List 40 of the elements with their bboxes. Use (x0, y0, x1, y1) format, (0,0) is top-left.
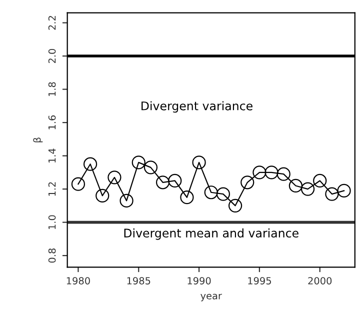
x-tick-label: 1980 (66, 277, 90, 284)
point (300, 182, 315, 196)
point (156, 176, 170, 190)
point (313, 174, 327, 188)
y-tick-label: 1.6 (48, 115, 56, 130)
point (325, 187, 339, 201)
x-axis-title: year (200, 294, 222, 302)
y-tick-label: 2.2 (48, 16, 56, 30)
point (288, 178, 302, 193)
y-tick-label: 1.0 (48, 215, 56, 229)
point (144, 160, 158, 174)
point (168, 174, 182, 188)
x-tick-label: 1985 (127, 277, 150, 284)
y-tick-label: 1.8 (48, 82, 56, 96)
x-tick-label: 2000 (308, 277, 332, 284)
y-tick-label: 1.2 (48, 182, 56, 196)
point (228, 198, 242, 212)
point (71, 177, 86, 191)
point (120, 194, 134, 208)
y-tick-label: 1.4 (48, 148, 56, 162)
point (252, 166, 266, 180)
point (216, 187, 230, 201)
x-tick-label: 1990 (188, 277, 211, 284)
y-axis-title: β (33, 138, 43, 142)
point (204, 186, 218, 200)
point (96, 188, 110, 203)
x-tick-label: 1995 (248, 277, 271, 284)
point (192, 156, 206, 170)
point (240, 176, 254, 190)
annotation: Divergent variance (142, 101, 252, 113)
point (264, 166, 278, 180)
y-tick-label: 2.0 (48, 48, 56, 64)
point (83, 157, 98, 171)
annotation: Divergent mean and variance (124, 228, 298, 240)
point (337, 184, 351, 198)
point (108, 170, 122, 184)
point (180, 190, 194, 204)
y-tick-label: 0.8 (48, 248, 56, 263)
point (132, 156, 146, 170)
point (276, 167, 290, 181)
